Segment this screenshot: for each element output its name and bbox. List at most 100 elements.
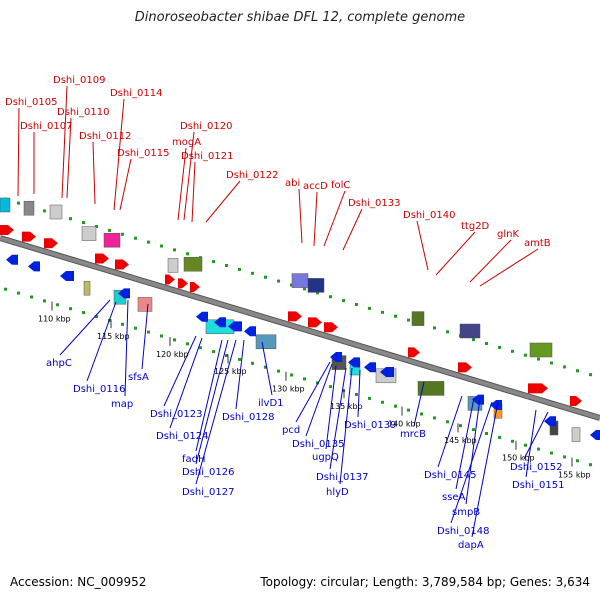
lower-tick-dot — [186, 342, 189, 346]
reverse-gene-label: mrcB — [400, 429, 426, 440]
feature-boxes — [0, 197, 581, 442]
upper-tick-dot — [342, 299, 345, 303]
kbp-label: 110 kbp — [38, 314, 71, 323]
forward-leader-line — [113, 98, 125, 211]
upper-tick-dot — [121, 232, 124, 236]
reverse-gene-label: ilvD1 — [258, 398, 284, 409]
upper-tick-dot — [589, 373, 592, 377]
reverse-gene-arrow — [330, 352, 342, 362]
reverse-gene-label: Dshi_0124 — [156, 431, 208, 442]
reverse-gene-label: map — [111, 399, 133, 410]
lower-tick-dot — [121, 322, 124, 326]
reverse-gene-label: Dshi_0145 — [424, 470, 476, 481]
upper-tick-dot — [108, 228, 111, 232]
lower-tick-dot — [225, 354, 228, 357]
forward-leader-line — [61, 85, 68, 199]
forward-leader-line — [323, 190, 346, 247]
kbp-label: 145 kbp — [444, 436, 477, 445]
gene-arrows — [0, 225, 600, 440]
kbp-label: 155 kbp — [558, 470, 591, 479]
upper-tick-dot — [537, 357, 540, 361]
reverse-gene-arrow — [380, 367, 394, 377]
lower-tick-dot — [30, 295, 33, 299]
kbp-label: 130 kbp — [272, 385, 305, 394]
upper-tick-dot — [563, 365, 566, 369]
forward-gene-label: Dshi_0133 — [348, 198, 400, 209]
forward-gene-label: mogA — [172, 137, 201, 148]
lower-tick-dot — [316, 381, 319, 385]
reverse-leader-line — [325, 365, 337, 450]
forward-gene-arrow — [458, 362, 472, 373]
reverse-gene-arrow — [28, 261, 40, 272]
forward-leader-line — [469, 239, 512, 283]
reverse-leader-line — [305, 363, 333, 437]
upper-tick-dot — [212, 260, 215, 264]
forward-leader-line — [92, 141, 96, 205]
genome-backbone — [0, 235, 600, 421]
upper-tick-dot — [173, 248, 176, 252]
reverse-gene-arrow — [118, 288, 130, 299]
forward-leader-line — [191, 161, 196, 223]
reverse-gene-label: Dshi_0123 — [150, 409, 202, 420]
reverse-gene-arrow — [544, 416, 556, 427]
upper-tick-dot — [381, 310, 384, 314]
forward-leader-line — [205, 180, 241, 223]
upper-tick-dot — [485, 342, 488, 345]
feature-box — [307, 278, 325, 293]
lower-tick-dot — [17, 291, 20, 295]
upper-tick-dot — [69, 217, 72, 221]
upper-tick-dot — [43, 209, 46, 213]
lower-tick-dot — [95, 315, 98, 318]
reverse-gene-label: Dshi_0116 — [73, 384, 125, 395]
lower-tick-dot — [329, 385, 332, 389]
upper-tick-dot — [225, 264, 228, 267]
reverse-gene-arrow — [228, 321, 242, 332]
reverse-gene-label: ahpC — [46, 358, 72, 369]
upper-tick-dot — [238, 267, 241, 271]
reverse-gene-label: Dshi_0128 — [222, 412, 274, 423]
lower-tick-dot — [511, 439, 514, 443]
lower-tick-dot — [147, 330, 150, 334]
upper-tick-dot — [264, 275, 267, 279]
kbp-label: 115 kbp — [97, 332, 130, 341]
feature-box — [167, 258, 179, 273]
forward-leader-line — [313, 191, 318, 247]
kbp-label: 135 kbp — [330, 402, 363, 411]
reverse-gene-arrow — [590, 430, 600, 440]
feature-box — [23, 200, 35, 216]
reverse-gene-label: pcd — [282, 425, 300, 436]
reverse-leader-line — [169, 337, 203, 429]
forward-gene-label: Dshi_0109 — [53, 75, 105, 86]
feature-box — [417, 381, 445, 396]
forward-gene-label: ttg2D — [461, 221, 490, 232]
forward-gene-label: Dshi_0115 — [117, 148, 169, 159]
upper-tick-dot — [355, 303, 358, 306]
upper-tick-dot — [394, 314, 397, 318]
upper-tick-dot — [446, 330, 449, 334]
forward-gene-arrow — [44, 238, 58, 249]
lower-tick-dot — [303, 377, 306, 381]
lower-tick-dot — [290, 373, 293, 377]
upper-tick-dot — [329, 295, 332, 299]
forward-leader-line — [17, 107, 20, 197]
feature-box — [459, 323, 481, 339]
reverse-leader-line — [141, 303, 149, 370]
upper-tick-dot — [524, 353, 527, 357]
reverse-gene-label: Dshi_0148 — [437, 526, 489, 537]
kbp-label: 150 kbp — [502, 454, 535, 463]
reverse-leader-line — [195, 339, 223, 452]
forward-gene-arrow — [115, 259, 129, 270]
upper-tick-dot — [316, 291, 319, 295]
forward-gene-arrow — [324, 322, 338, 333]
upper-tick-dot — [472, 338, 475, 342]
feature-box — [291, 273, 309, 288]
reverse-gene-label: smpB — [452, 507, 480, 518]
reverse-gene-arrow — [6, 254, 18, 265]
reverse-leader-line — [163, 335, 197, 407]
forward-gene-arrow — [308, 317, 322, 328]
kbp-labels: 110 kbp 115 kbp 120 kbp 125 kbp 130 kbp 135 k… — [38, 301, 591, 479]
forward-gene-arrow — [95, 253, 109, 264]
forward-gene-arrow — [408, 347, 420, 358]
forward-gene-arrow — [528, 383, 548, 394]
reverse-leader-line — [523, 411, 549, 460]
